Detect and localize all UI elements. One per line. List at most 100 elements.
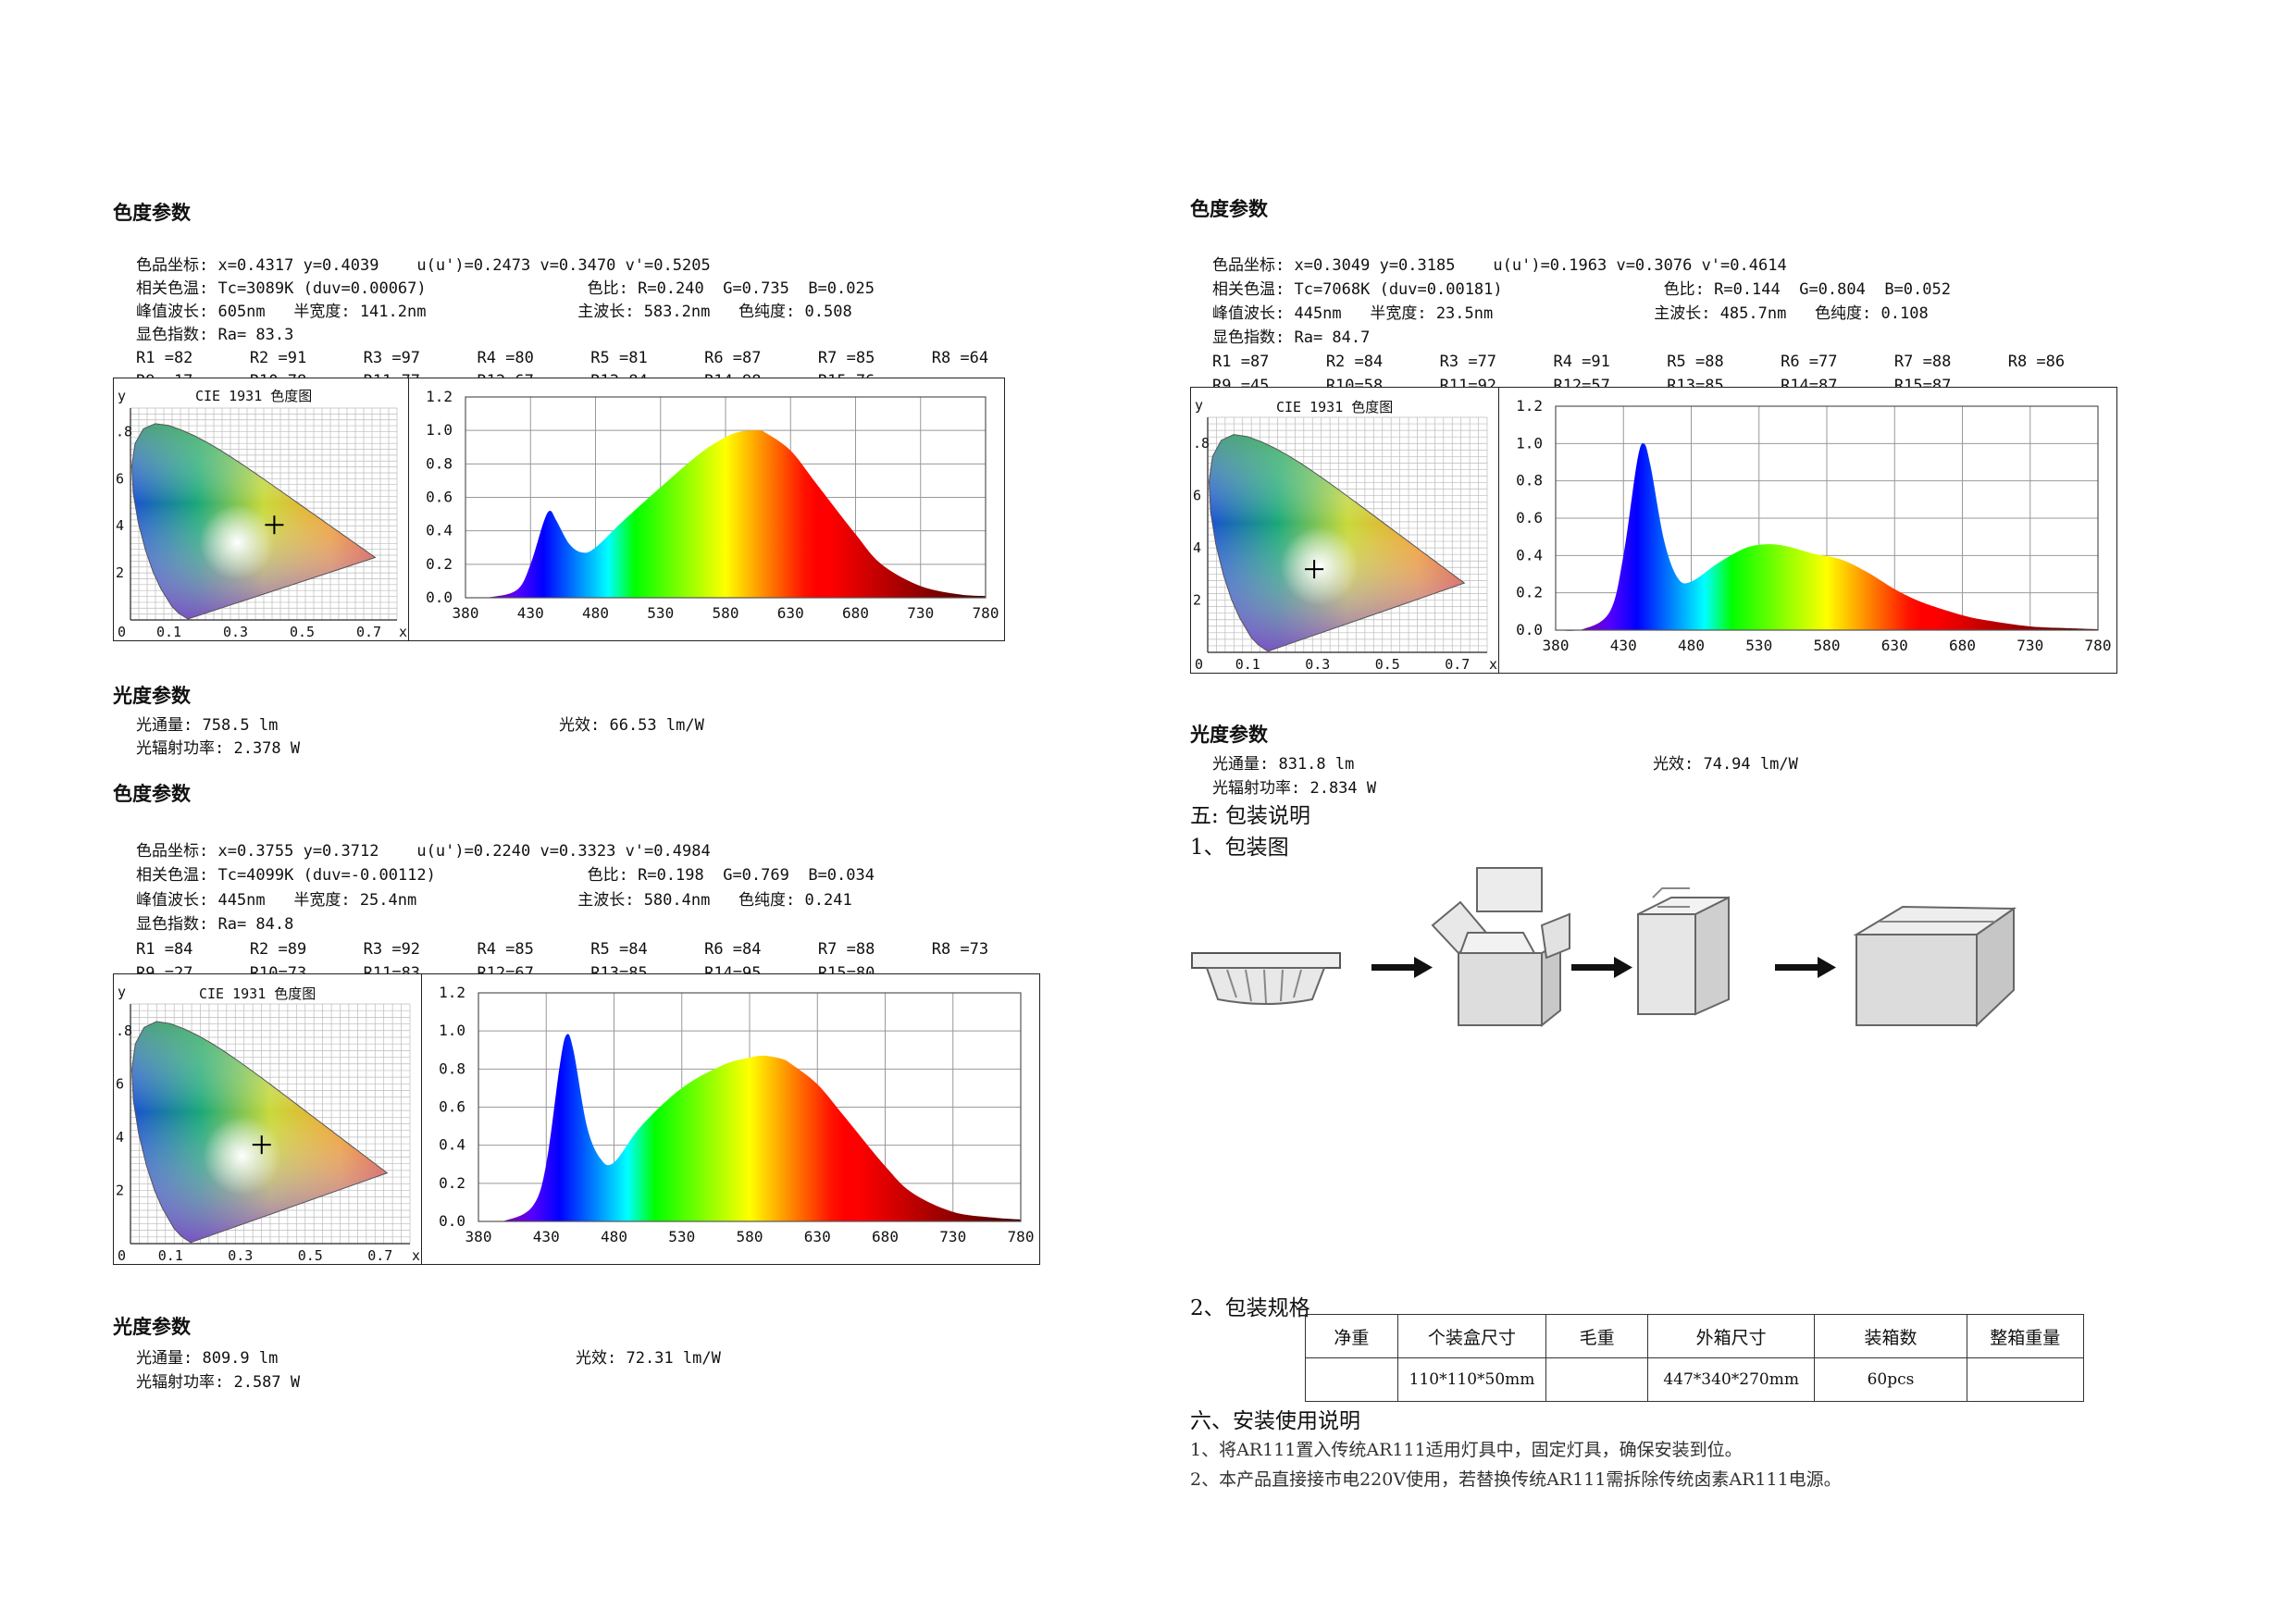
y-tick-label: 4: [116, 517, 124, 534]
param-line: 显色指数: Ra= 83.3: [136, 326, 294, 344]
closed-box-illustration: [1637, 887, 1730, 1016]
power-3: 光辐射功率: 2.834 W: [1212, 779, 1377, 798]
y-tick-label: 4: [116, 1129, 124, 1146]
x-tick-label: 730: [939, 1228, 966, 1245]
table-cell: [1545, 1357, 1648, 1402]
x-tick-label: 780: [2085, 637, 2112, 654]
x-tick-label: 430: [517, 604, 544, 622]
packaging-spec-title: 2、包装规格: [1190, 1296, 1310, 1320]
x-tick-label: 580: [713, 604, 739, 622]
x-tick-label: 0.1: [1235, 656, 1260, 673]
packaging-spec-table: 净重 个装盒尺寸 毛重 外箱尺寸 装箱数 整箱重量 110*110*50mm 4…: [1305, 1314, 2085, 1402]
y-tick-label: 0.8: [439, 1059, 465, 1077]
x-tick-label: 0.5: [290, 624, 315, 640]
x-tick-label: 580: [1814, 637, 1841, 654]
y-tick-label: .8: [1193, 435, 1210, 452]
install-item-2: 2、本产品直接接市电220V使用，若替换传统AR111需拆除传统卤素AR111电…: [1190, 1469, 1842, 1490]
y-axis-label: y: [118, 388, 126, 404]
photo-params-title-3: 光度参数: [1190, 724, 1268, 746]
y-tick-label: 0.6: [1516, 509, 1543, 527]
cie-plot: x y 0 0.1 0.3 0.5 0.7 .8 6 4 2: [116, 388, 407, 640]
power-1: 光辐射功率: 2.378 W: [136, 739, 301, 758]
color-params-title-1: 色度参数: [113, 202, 191, 224]
open-box-illustration: [1431, 867, 1570, 1028]
x-tick-label: 0.7: [1445, 656, 1470, 673]
param-line: 相关色温: Tc=3089K (duv=0.00067) 色比: R=0.240…: [136, 279, 875, 298]
x-tick-label: 480: [1678, 637, 1705, 654]
x-tick-label: 0.7: [356, 624, 381, 640]
y-tick-label: 1.0: [1516, 434, 1543, 452]
photo-params-title-2: 光度参数: [113, 1316, 191, 1338]
x-tick-label: 680: [842, 604, 869, 622]
spectrum-chart-3: 380 430 480 530 580 630 680 730 780 0.0 0.2 0.4 0.6 0…: [1516, 397, 2112, 654]
arrow-right-icon: [1775, 957, 1836, 978]
packaging-diagram-title: 1、包装图: [1190, 836, 1289, 860]
y-tick-label: 1.0: [439, 1022, 465, 1039]
lamp-illustration: [1191, 952, 1341, 1005]
x-tick-label: 630: [804, 1228, 831, 1245]
table-header-cell: 装箱数: [1814, 1314, 1967, 1358]
x-tick-label: 380: [465, 1228, 492, 1245]
plot-frame: [465, 396, 987, 599]
y-tick-label: 0.8: [1516, 472, 1543, 489]
photo-params-title-1: 光度参数: [113, 685, 191, 707]
efficacy-3: 光效: 74.94 lm/W: [1653, 755, 1798, 774]
y-tick-label: 1.2: [439, 984, 465, 1001]
y-tick-label: 6: [116, 470, 124, 487]
chart-panel-2: x y 0 0.1 0.3 0.5 0.7 .8 6 4 2 CIE 1931 色度图 380 430…: [113, 973, 1040, 1265]
param-line: 相关色温: Tc=4099K (duv=-0.00112) 色比: R=0.19…: [136, 866, 875, 885]
x-tick-label: 0.5: [1375, 656, 1400, 673]
plot-frame: [478, 992, 1022, 1222]
y-tick-label: 2: [116, 564, 124, 581]
x-tick-label: 0: [1195, 656, 1203, 673]
y-tick-label: 0.4: [439, 1136, 465, 1154]
x-tick-label: 0.3: [223, 624, 248, 640]
x-tick-label: 530: [647, 604, 674, 622]
cie-diagram-2: x y 0 0.1 0.3 0.5 0.7 .8 6 4 2 CIE 1931 色度图: [114, 974, 422, 1264]
x-axis-label: x: [412, 1247, 420, 1264]
param-line: 峰值波长: 605nm 半宽度: 141.2nm 主波长: 583.2nm 色纯…: [136, 303, 852, 321]
x-axis-label: x: [399, 624, 407, 640]
chart-panel-3: x y 0 0.1 0.3 0.5 0.7 .8 6 4 2 CIE 1931 色度图 380 430…: [1190, 387, 2117, 674]
y-tick-label: 0.0: [426, 588, 453, 606]
x-tick-label: 430: [533, 1228, 560, 1245]
install-item-1: 1、将AR111置入传统AR111适用灯具中，固定灯具，确保安装到位。: [1190, 1440, 1743, 1460]
table-header-cell: 净重: [1305, 1314, 1398, 1358]
y-tick-label: 6: [116, 1075, 124, 1092]
x-tick-label: 630: [777, 604, 804, 622]
x-tick-label: 0.3: [1305, 656, 1330, 673]
flux-2: 光通量: 809.9 lm: [136, 1349, 279, 1368]
y-tick-label: 0.2: [439, 1174, 465, 1192]
x-tick-label: 780: [973, 604, 999, 622]
chart-panel-1: x y 0 0.1 0.3 0.5 0.7 .8 6 4 2 CIE 1931 色度图 380 430…: [113, 378, 1005, 641]
y-tick-label: 0.6: [426, 489, 453, 506]
y-axis-label: y: [118, 984, 126, 1000]
y-tick-label: 0.4: [426, 522, 453, 539]
spectrum-area: [465, 429, 986, 599]
table-cell: 110*110*50mm: [1396, 1357, 1547, 1402]
param-line: R1 =84 R2 =89 R3 =92 R4 =85 R5 =84 R6 =8…: [136, 939, 989, 959]
table-header-cell: 整箱重量: [1966, 1314, 2085, 1358]
y-tick-label: 0.4: [1516, 546, 1543, 564]
y-tick-label: 6: [1193, 488, 1201, 504]
x-tick-label: 680: [872, 1228, 899, 1245]
table-header-row: 净重 个装盒尺寸 毛重 外箱尺寸 装箱数 整箱重量: [1305, 1314, 2085, 1358]
cie-plot: x y 0 0.1 0.3 0.5 0.7 .8 6 4 2: [116, 984, 420, 1264]
x-tick-label: 430: [1610, 637, 1637, 654]
cie-title: CIE 1931 色度图: [195, 388, 313, 404]
spectral-locus: [1208, 434, 1466, 652]
param-line: R1 =82 R2 =91 R3 =97 R4 =80 R5 =81 R6 =8…: [136, 349, 989, 367]
table-row: 110*110*50mm 447*340*270mm 60pcs: [1305, 1357, 2085, 1402]
y-tick-label: 0.6: [439, 1098, 465, 1116]
x-axis-label: x: [1489, 656, 1497, 673]
y-tick-label: 0.2: [426, 555, 453, 573]
efficacy-1: 光效: 66.53 lm/W: [559, 716, 704, 735]
x-tick-label: 480: [601, 1228, 627, 1245]
y-tick-label: 4: [1193, 539, 1201, 556]
table-cell: [1966, 1357, 2085, 1402]
y-tick-label: 0.0: [439, 1212, 465, 1230]
param-line: 显色指数: Ra= 84.8: [136, 915, 294, 934]
param-line: 色品坐标: x=0.3049 y=0.3185 u(u')=0.1963 v=0…: [1212, 256, 1787, 275]
install-title: 六、安装使用说明: [1190, 1409, 1360, 1433]
y-tick-label: 1.0: [426, 421, 453, 439]
